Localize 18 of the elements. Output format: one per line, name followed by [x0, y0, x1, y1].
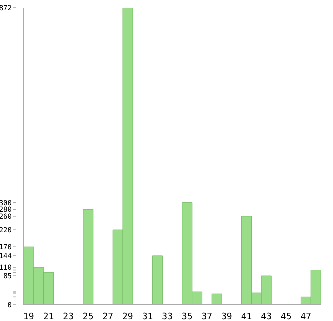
- bar: [152, 256, 163, 305]
- x-tick-label: 27: [102, 312, 114, 321]
- x-tick-label: 45: [280, 312, 292, 321]
- x-tick-label: 41: [241, 312, 252, 321]
- x-tick-label: 25: [82, 312, 94, 321]
- x-tick-label: 19: [24, 312, 34, 321]
- x-tick-label: 23: [63, 312, 74, 321]
- bar: [212, 294, 222, 305]
- x-tick-label: 43: [261, 312, 272, 321]
- x-tick-label: 31: [142, 312, 154, 321]
- x-tick-label: 39: [222, 312, 232, 321]
- x-tick-label: 35: [182, 312, 193, 321]
- bar: [83, 209, 94, 305]
- x-tick-label: 47: [300, 312, 312, 321]
- x-tick-label: 29: [122, 312, 134, 321]
- x-tick-label: 33: [162, 312, 173, 321]
- x-tick-label: 21: [43, 312, 54, 321]
- x-tick-label: 37: [202, 312, 213, 321]
